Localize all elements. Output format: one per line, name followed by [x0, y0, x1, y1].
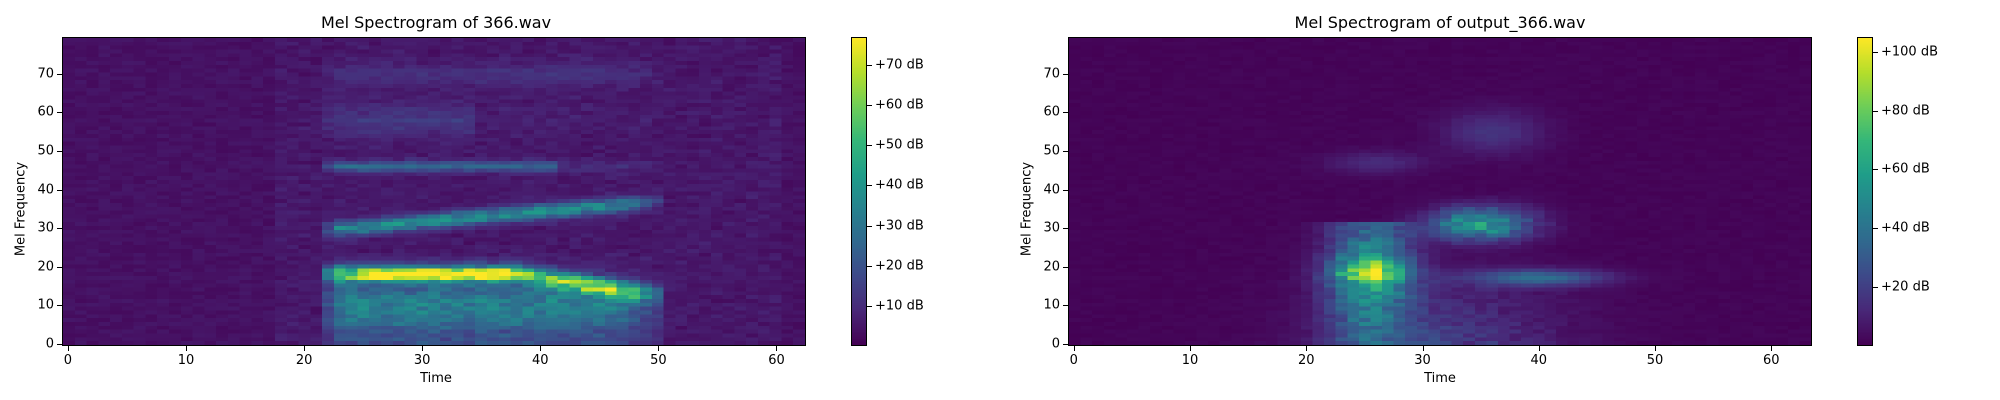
tick-mark	[67, 346, 69, 351]
tick-mark	[304, 346, 306, 351]
tick-mark	[57, 266, 62, 268]
tick-mark	[1063, 112, 1068, 114]
y-tick-label: 30	[37, 220, 54, 236]
colorbar-tick-label: +40 dB	[875, 177, 924, 193]
x-axis-label: Time	[420, 371, 452, 386]
y-tick-label: 0	[45, 336, 54, 352]
y-tick-label: 20	[37, 259, 54, 275]
tick-mark	[658, 346, 660, 351]
tick-mark	[422, 346, 424, 351]
tick-mark	[1063, 344, 1068, 346]
heatmap-plot	[1068, 37, 1812, 346]
y-tick-label: 50	[1043, 143, 1060, 159]
tick-mark	[57, 150, 62, 152]
colorbar-tick-label: +70 dB	[875, 57, 924, 73]
tick-mark	[57, 189, 62, 191]
y-tick-label: 20	[1043, 259, 1060, 275]
y-tick-label: 50	[37, 143, 54, 159]
x-tick-label: 60	[1763, 353, 1780, 368]
colorbar-tick-label: +20 dB	[875, 258, 924, 274]
x-tick-label: 0	[63, 353, 73, 368]
tick-mark	[1422, 346, 1424, 351]
heatmap-plot	[62, 37, 806, 346]
tick-mark	[1873, 228, 1878, 230]
x-tick-label: 30	[1414, 353, 1431, 368]
tick-mark	[867, 105, 872, 107]
tick-mark	[186, 346, 187, 351]
colorbar-gradient	[852, 38, 866, 345]
y-tick-label: 40	[37, 182, 54, 198]
y-tick-label: 40	[1043, 182, 1060, 198]
tick-mark	[1063, 228, 1068, 230]
x-tick-label: 20	[1298, 353, 1315, 368]
tick-mark	[867, 305, 872, 307]
y-tick-label: 10	[37, 297, 54, 313]
heatmap-image	[63, 38, 805, 345]
colorbar-tick-label: +80 dB	[1881, 103, 1930, 119]
tick-mark	[1771, 346, 1773, 351]
x-tick-label: 0	[1069, 353, 1078, 368]
tick-mark	[1873, 169, 1878, 171]
chart-title: Mel Spectrogram of output_366.wav	[1294, 13, 1586, 32]
y-axis-label: Mel Frequency	[1019, 161, 1035, 257]
y-tick-label: 0	[1051, 336, 1060, 352]
tick-mark	[776, 346, 778, 351]
x-tick-label: 10	[177, 353, 195, 368]
tick-mark	[1063, 150, 1068, 152]
colorbar-tick-label: +30 dB	[875, 218, 924, 234]
y-tick-label: 70	[1043, 66, 1060, 82]
x-axis-label: Time	[1424, 371, 1456, 386]
tick-mark	[1873, 51, 1878, 53]
colorbar-tick-label: +100 dB	[1881, 44, 1939, 60]
y-axis-label: Mel Frequency	[13, 161, 29, 257]
tick-mark	[1306, 346, 1308, 351]
tick-mark	[1063, 305, 1068, 307]
x-tick-label: 30	[413, 353, 431, 368]
x-tick-label: 10	[1181, 353, 1199, 368]
colorbar-tick-label: +20 dB	[1881, 279, 1930, 295]
tick-mark	[867, 65, 872, 67]
tick-mark	[1073, 346, 1075, 351]
x-tick-label: 40	[1530, 353, 1548, 368]
chart-title: Mel Spectrogram of 366.wav	[320, 13, 552, 32]
y-tick-label: 60	[1043, 104, 1060, 120]
tick-mark	[867, 225, 872, 227]
x-tick-label: 20	[295, 353, 313, 368]
x-tick-label: 50	[1646, 353, 1664, 368]
tick-mark	[1655, 346, 1657, 351]
y-tick-label: 70	[37, 66, 54, 82]
colorbar-tick-label: +60 dB	[1881, 161, 1930, 177]
tick-mark	[1063, 189, 1068, 191]
y-tick-label: 30	[1043, 220, 1060, 236]
tick-mark	[1873, 287, 1878, 289]
heatmap-image	[1069, 38, 1811, 345]
tick-mark	[867, 145, 872, 147]
colorbar-tick-label: +60 dB	[875, 97, 924, 113]
tick-mark	[57, 344, 62, 346]
colorbar-gradient	[1858, 38, 1872, 345]
y-tick-label: 60	[37, 104, 54, 120]
tick-mark	[57, 305, 62, 307]
tick-mark	[1538, 346, 1540, 351]
x-tick-label: 50	[650, 353, 667, 368]
colorbar-tick-label: +10 dB	[875, 298, 924, 314]
colorbar-tick-label: +40 dB	[1881, 220, 1930, 236]
tick-mark	[1063, 73, 1068, 75]
colorbar-tick-label: +50 dB	[875, 137, 924, 153]
tick-mark	[57, 73, 62, 75]
tick-mark	[57, 228, 62, 230]
tick-mark	[867, 185, 872, 187]
tick-mark	[867, 265, 872, 267]
tick-mark	[57, 112, 62, 114]
colorbar	[851, 37, 867, 346]
colorbar	[1857, 37, 1873, 346]
x-tick-label: 60	[768, 353, 785, 368]
tick-mark	[1190, 346, 1192, 351]
tick-mark	[1873, 110, 1878, 112]
tick-mark	[1063, 266, 1068, 268]
x-tick-label: 40	[532, 353, 549, 368]
tick-mark	[540, 346, 542, 351]
y-tick-label: 10	[1043, 297, 1060, 313]
